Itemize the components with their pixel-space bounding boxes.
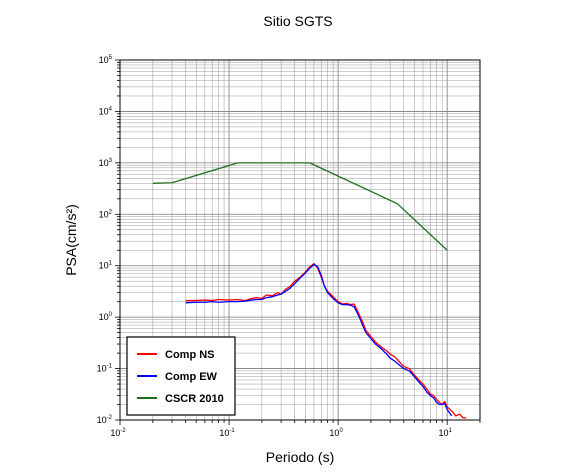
y-tick-label: 101 bbox=[99, 261, 113, 271]
y-tick-label: 10-2 bbox=[97, 415, 113, 425]
y-tick-label: 103 bbox=[99, 158, 113, 168]
x-tick-label: 10-1 bbox=[219, 428, 235, 438]
y-axis-label: PSA(cm/s²) bbox=[63, 204, 79, 276]
y-tick-label: 105 bbox=[99, 55, 113, 65]
tick-labels: 10-2 10-1 100 101 10-2 10-1 100 101 102 103 104 105 bbox=[97, 55, 453, 438]
legend-label: Comp EW bbox=[165, 371, 218, 383]
y-tick-label: 104 bbox=[99, 106, 113, 116]
y-tick-label: 100 bbox=[99, 312, 113, 322]
chart-title: Sitio SGTS bbox=[263, 13, 332, 29]
series-layer bbox=[152, 162, 467, 419]
plot-frame bbox=[119, 59, 481, 421]
legend-label: CSCR 2010 bbox=[165, 393, 224, 405]
y-tick-label: 102 bbox=[99, 209, 113, 219]
x-axis-label: Periodo (s) bbox=[266, 449, 334, 465]
x-tick-label: 10-2 bbox=[110, 428, 126, 438]
legend-label: Comp NS bbox=[165, 349, 215, 361]
y-tick-label: 10-1 bbox=[97, 364, 113, 374]
x-tick-label: 100 bbox=[329, 428, 343, 438]
axis-ticks bbox=[115, 59, 481, 425]
x-tick-label: 101 bbox=[438, 428, 452, 438]
series-line-2 bbox=[185, 263, 453, 417]
series-line-3 bbox=[152, 162, 448, 251]
legend: Comp NS Comp EW CSCR 2010 bbox=[126, 336, 236, 416]
